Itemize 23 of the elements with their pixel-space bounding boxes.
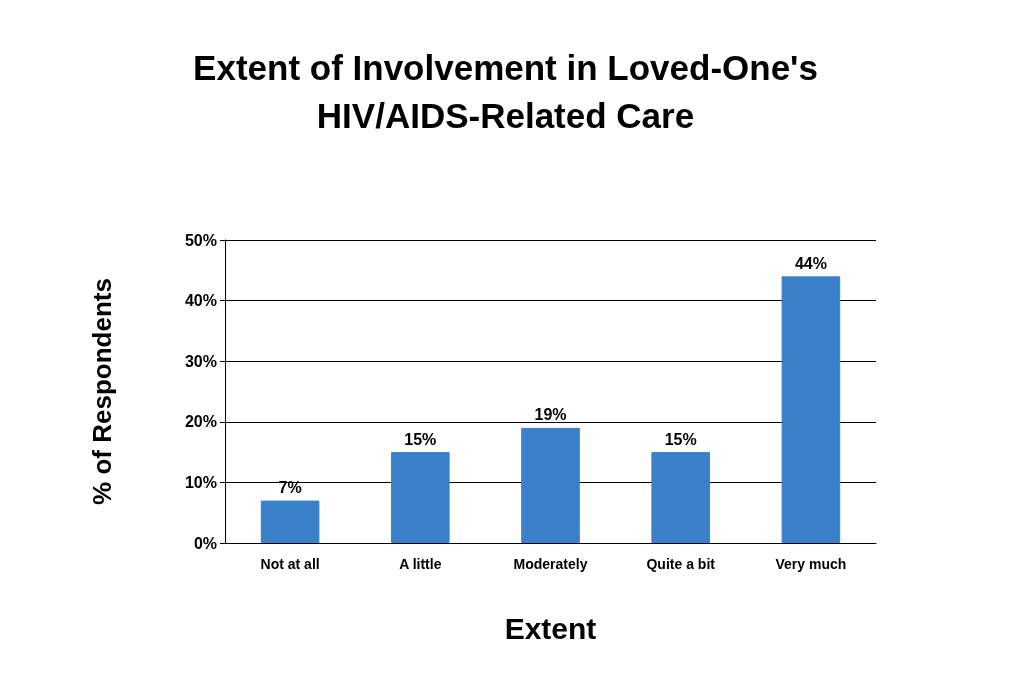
x-tick-label: Very much [775, 556, 847, 572]
x-tick-label: A little [399, 556, 442, 572]
x-tick-label: Moderately [513, 556, 588, 572]
y-tick-label: 30% [184, 352, 217, 370]
data-label: 15% [664, 430, 697, 448]
bar [260, 500, 320, 543]
data-label: 19% [534, 406, 567, 424]
data-label: 44% [794, 254, 827, 272]
bar [651, 452, 710, 543]
data-label: 15% [404, 430, 437, 448]
y-tick-label: 10% [184, 473, 217, 491]
x-tick-label: Quite a bit [646, 556, 716, 572]
y-tick-label: 0% [193, 534, 217, 552]
bar [781, 276, 841, 543]
bar [391, 452, 450, 543]
x-tick-label: Not at all [260, 556, 320, 572]
chart-title: Extent of Involvement in Loved-One's HIV/AIDS-Related Care [193, 47, 818, 135]
bar [521, 427, 580, 543]
x-axis-title: Extent [504, 611, 597, 645]
y-tick-label: 20% [184, 413, 217, 431]
y-tick-label: 40% [184, 292, 217, 310]
y-tick-label: 50% [184, 231, 217, 249]
y-axis-title: % of Respondents [87, 278, 117, 505]
